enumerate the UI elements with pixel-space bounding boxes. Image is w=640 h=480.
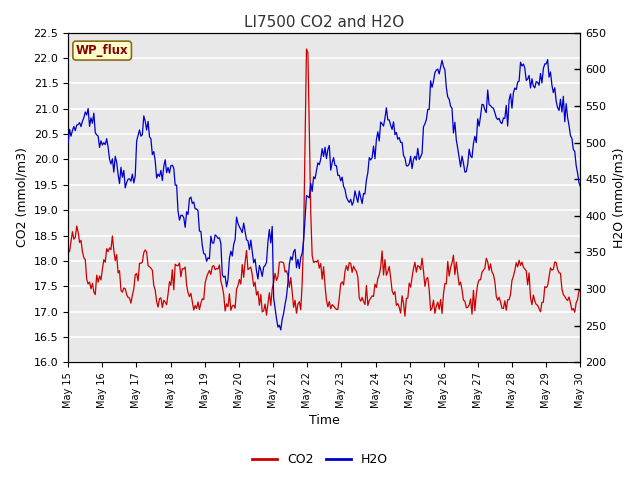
X-axis label: Time: Time	[309, 414, 340, 427]
Y-axis label: H2O (mmol/m3): H2O (mmol/m3)	[612, 147, 625, 248]
Y-axis label: CO2 (mmol/m3): CO2 (mmol/m3)	[15, 147, 28, 247]
Title: LI7500 CO2 and H2O: LI7500 CO2 and H2O	[244, 15, 404, 30]
Text: WP_flux: WP_flux	[76, 44, 129, 57]
Legend: CO2, H2O: CO2, H2O	[247, 448, 393, 471]
